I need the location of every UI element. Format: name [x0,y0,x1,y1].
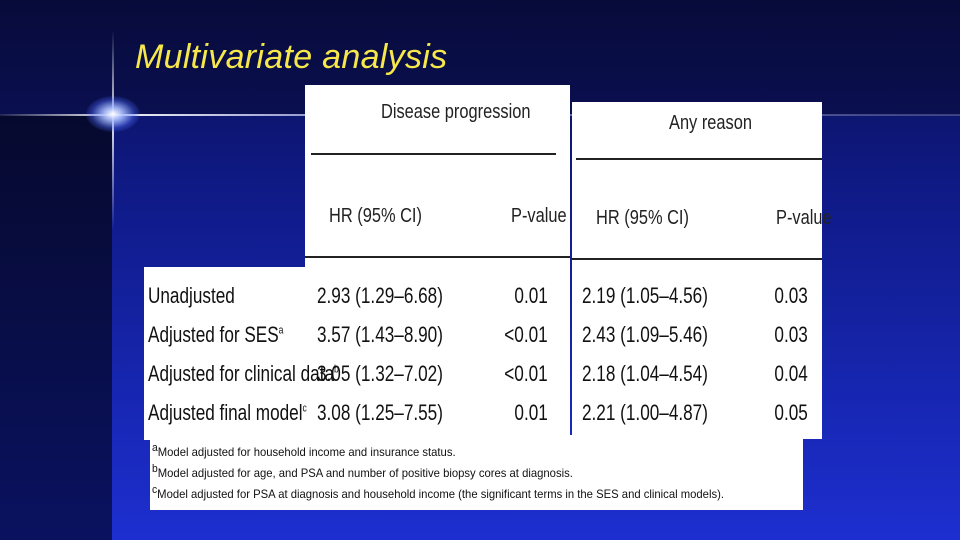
footnote-panel: aModel adjusted for household income and… [150,435,803,510]
header-rule [576,158,822,160]
header-bottom-rule [572,258,822,260]
row-label: Adjusted final modelc [148,400,307,425]
group-header-disease-progression: Disease progression [381,101,531,123]
table-body-right-panel: 2.19 (1.05–4.56) 0.03 2.43 (1.09–5.46) 0… [572,262,822,439]
dp-hr-cell: 3.08 (1.25–7.55) [317,400,443,425]
footnote-c: cModel adjusted for PSA at diagnosis and… [152,484,724,501]
ar-hr-cell: 2.18 (1.04–4.54) [582,361,708,386]
col-header-hr-ar: HR (95% CI) [596,207,689,229]
dp-p-cell: <0.01 [504,361,548,386]
col-header-p-dp: P-value [511,205,567,227]
left-shade [0,115,112,540]
dp-p-cell: <0.01 [504,322,548,347]
group-header-any-reason: Any reason [669,112,752,134]
ar-hr-cell: 2.21 (1.00–4.87) [582,400,708,425]
header-rule [311,153,556,155]
dp-p-cell: 0.01 [514,283,548,308]
footnote-a: aModel adjusted for household income and… [152,442,456,459]
col-header-hr-dp: HR (95% CI) [329,205,422,227]
ar-p-cell: 0.05 [774,400,808,425]
row-label: Adjusted for clinical datab [148,361,339,386]
col-header-p-ar: P-value [776,207,832,229]
any-reason-header-panel: Any reason HR (95% CI) P-value [572,102,832,262]
dp-hr-cell: 3.57 (1.43–8.90) [317,322,443,347]
dp-hr-cell: 3.05 (1.32–7.02) [317,361,443,386]
row-label: Unadjusted [148,283,235,308]
dp-hr-cell: 2.93 (1.29–6.68) [317,283,443,308]
dp-p-cell: 0.01 [514,400,548,425]
header-bottom-rule [305,256,570,258]
row-label: Adjusted for SESa [148,322,284,347]
ar-p-cell: 0.03 [774,283,808,308]
ar-hr-cell: 2.19 (1.05–4.56) [582,283,708,308]
lens-flare-icon [86,96,140,132]
table-body-left-panel: Unadjusted 2.93 (1.29–6.68) 0.01 Adjuste… [144,267,570,440]
ar-p-cell: 0.03 [774,322,808,347]
slide-title: Multivariate analysis [135,38,448,76]
disease-progression-header-panel: Disease progression HR (95% CI) P-value [305,85,570,267]
ar-p-cell: 0.04 [774,361,808,386]
footnote-b: bModel adjusted for age, and PSA and num… [152,463,573,480]
ar-hr-cell: 2.43 (1.09–5.46) [582,322,708,347]
